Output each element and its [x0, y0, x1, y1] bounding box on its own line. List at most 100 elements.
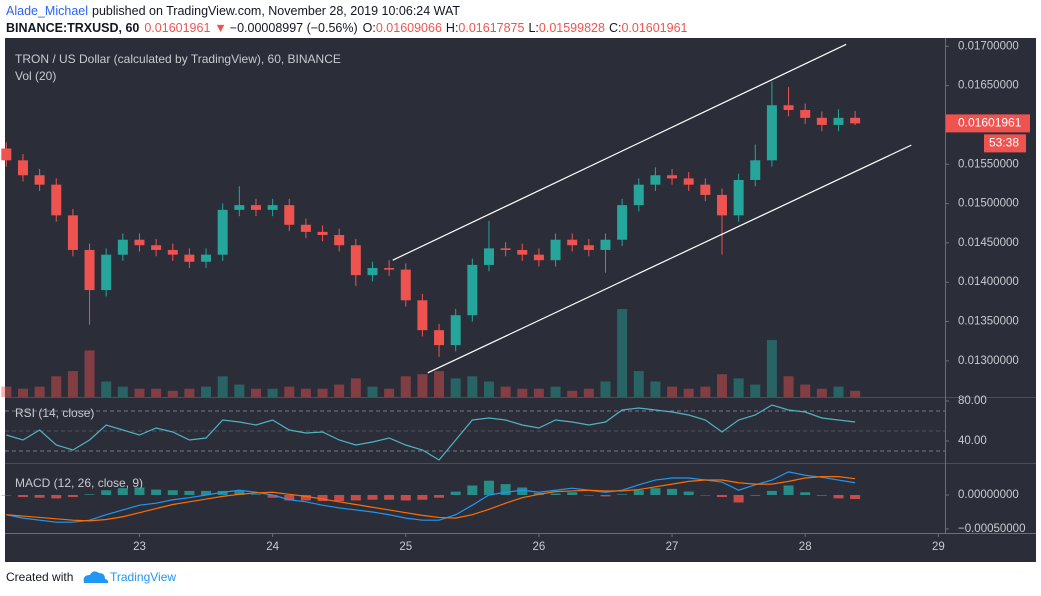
chart-background — [5, 38, 1036, 562]
volume-bar — [284, 386, 295, 397]
histogram-bar — [750, 494, 761, 496]
volume-bar — [667, 386, 678, 397]
candle-body — [517, 249, 528, 255]
candle-body — [101, 254, 112, 291]
y-tick-label: 0.01550000 — [958, 158, 1019, 170]
volume-bar — [317, 388, 328, 397]
histogram-bar — [51, 494, 62, 499]
candle-body — [17, 160, 28, 176]
histogram-bar — [633, 490, 644, 495]
last-price: 0.01601961 — [144, 21, 210, 35]
volume-bar — [17, 388, 28, 397]
volume-bar — [267, 388, 278, 397]
trendline — [427, 144, 912, 374]
histogram-bar — [101, 490, 112, 495]
histogram-bar — [583, 494, 594, 496]
volume-bar — [201, 386, 212, 397]
volume-bar — [617, 309, 628, 397]
change: −0.00008997 (−0.56%) — [230, 21, 358, 35]
candle-body — [34, 175, 45, 185]
y-tick-label: 0.01400000 — [958, 276, 1019, 288]
candle-body — [284, 205, 295, 225]
candle-body — [800, 109, 811, 118]
candle-body — [217, 209, 228, 255]
open-value: 0.01609066 — [376, 21, 442, 35]
histogram-bar — [766, 490, 777, 495]
volume-bar — [217, 376, 228, 397]
histogram-bar — [300, 494, 311, 501]
candle-body — [334, 235, 345, 246]
candle-body — [417, 300, 428, 331]
pane-title: RSI (14, close) — [15, 406, 94, 420]
volume-bar — [650, 381, 661, 397]
y-tick-label: −0.00050000 — [958, 523, 1025, 535]
histogram-bar — [550, 493, 561, 495]
x-tick-label: 24 — [266, 541, 279, 553]
price-label: 0.01601961 — [958, 116, 1022, 130]
countdown: 53:38 — [989, 136, 1019, 150]
footer-brand[interactable]: TradingView — [110, 570, 176, 584]
histogram-bar — [201, 490, 212, 495]
candle-body — [567, 239, 578, 246]
y-tick-label: 0.01350000 — [958, 316, 1019, 328]
volume-bar — [67, 371, 78, 397]
pane-title: TRON / US Dollar (calculated by TradingV… — [15, 52, 341, 66]
volume-bar — [766, 340, 777, 397]
footer-text: Created with — [6, 570, 73, 584]
histogram-bar — [617, 494, 628, 495]
histogram-bar — [117, 488, 128, 495]
candle-body — [350, 245, 361, 276]
y-tick-label: 0.01500000 — [958, 198, 1019, 210]
histogram-bar — [700, 494, 711, 496]
candle-body — [367, 268, 378, 276]
histogram-bar — [800, 492, 811, 495]
candle-body — [117, 239, 128, 255]
candle-body — [733, 179, 744, 216]
volume-bar — [184, 388, 195, 397]
histogram-bar — [1, 494, 12, 496]
candle-body — [667, 175, 678, 179]
candle-body — [84, 249, 95, 291]
histogram-bar — [67, 494, 78, 498]
histogram-bar — [716, 494, 727, 498]
candle-body — [600, 239, 611, 250]
volume-bar — [51, 376, 62, 397]
histogram-bar — [167, 490, 178, 495]
candle-body — [317, 231, 328, 236]
volume-bar — [250, 388, 261, 397]
ohlc-label: L: — [528, 21, 538, 35]
x-tick-label: 29 — [932, 541, 945, 553]
histogram-bar — [733, 494, 744, 503]
x-tick-label: 25 — [399, 541, 412, 553]
histogram-bar — [250, 494, 261, 495]
volume-bar — [101, 381, 112, 397]
histogram-bar — [34, 494, 45, 498]
author[interactable]: Alade_Michael — [6, 4, 88, 18]
macd-line — [6, 471, 856, 523]
volume-bar — [800, 384, 811, 397]
volume-bar — [417, 374, 428, 397]
close-value: 0.01601961 — [621, 21, 687, 35]
candle-body — [467, 264, 478, 316]
candle-body — [783, 105, 794, 110]
histogram-bar — [334, 494, 345, 502]
y-tick-label: 0.00000000 — [958, 489, 1019, 501]
histogram-bar — [317, 494, 328, 502]
symbol: BINANCE:TRXUSD, 60 — [6, 21, 139, 35]
candle-body — [384, 268, 395, 270]
pane-title: MACD (12, 26, close, 9) — [15, 476, 143, 490]
candle-body — [700, 184, 711, 195]
volume-bar — [483, 381, 494, 397]
candle-body — [134, 239, 145, 246]
volume-bar — [633, 371, 644, 397]
volume-bar — [517, 388, 528, 397]
volume-bar — [833, 386, 844, 397]
histogram-bar — [567, 492, 578, 495]
volume-bar — [816, 388, 827, 397]
y-tick-label: 0.01700000 — [958, 40, 1019, 52]
histogram-bar — [284, 494, 295, 501]
y-tick-label: 0.01650000 — [958, 80, 1019, 92]
histogram-bar — [500, 484, 511, 495]
histogram-bar — [667, 488, 678, 495]
